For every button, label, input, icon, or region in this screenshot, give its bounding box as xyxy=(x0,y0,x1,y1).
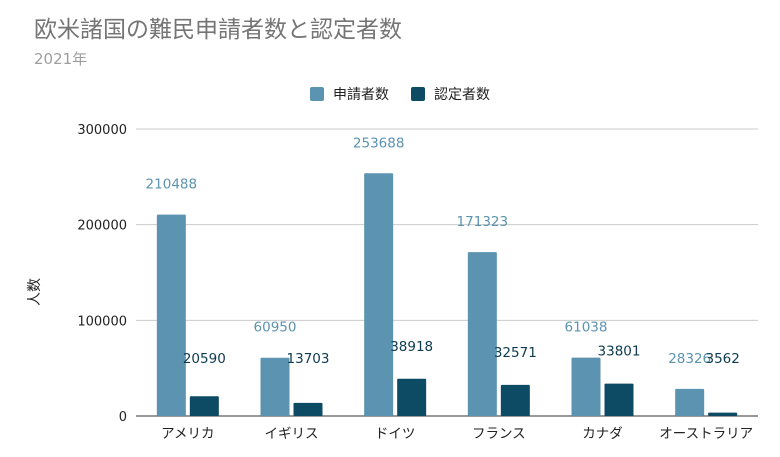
y-tick-label: 100000 xyxy=(77,314,127,329)
bar-applicants-1 xyxy=(260,357,290,416)
x-tick-label: イギリス xyxy=(265,426,319,442)
x-tick-label: ドイツ xyxy=(375,426,416,442)
legend-label-recognized: 認定者数 xyxy=(434,87,490,103)
bar-recognized-4 xyxy=(604,383,634,416)
legend: 申請者数 認定者数 xyxy=(0,84,780,104)
x-tick-label: オーストラリア xyxy=(659,426,753,442)
y-tick-label: 300000 xyxy=(77,123,127,138)
chart-subtitle: 2021年 xyxy=(34,50,88,68)
x-tick-label: カナダ xyxy=(582,426,623,442)
legend-label-applicants: 申請者数 xyxy=(333,87,389,103)
data-label-applicants: 28326 xyxy=(668,351,711,367)
bar-applicants-3 xyxy=(467,252,497,416)
x-tick-label: フランス xyxy=(472,426,526,442)
bar-recognized-5 xyxy=(708,412,738,416)
bar-recognized-0 xyxy=(189,396,219,416)
y-tick-label: 200000 xyxy=(77,219,127,234)
legend-item-applicants[interactable]: 申請者数 xyxy=(310,84,389,104)
data-label-recognized: 3562 xyxy=(705,351,739,367)
bar-recognized-2 xyxy=(397,378,427,416)
data-label-recognized: 38918 xyxy=(390,339,433,355)
data-label-applicants: 210488 xyxy=(146,177,198,193)
data-label-recognized: 20590 xyxy=(183,351,226,367)
bar-recognized-1 xyxy=(293,402,323,416)
data-label-applicants: 171323 xyxy=(457,214,509,230)
bar-applicants-5 xyxy=(675,388,705,416)
legend-item-recognized[interactable]: 認定者数 xyxy=(411,84,490,104)
x-tick-label: アメリカ xyxy=(161,426,214,442)
chart-title: 欧米諸国の難民申請者数と認定者数 xyxy=(34,17,402,43)
legend-swatch-applicants xyxy=(310,87,324,101)
y-tick-label: 0 xyxy=(119,410,127,425)
data-label-applicants: 60950 xyxy=(254,320,297,336)
data-label-recognized: 13703 xyxy=(287,351,330,367)
bar-applicants-0 xyxy=(156,214,186,416)
data-label-applicants: 253688 xyxy=(353,135,405,151)
legend-swatch-recognized xyxy=(411,87,425,101)
bar-applicants-4 xyxy=(571,357,601,416)
data-label-recognized: 33801 xyxy=(598,344,641,360)
data-label-recognized: 32571 xyxy=(494,345,537,361)
data-label-applicants: 61038 xyxy=(565,320,608,336)
bar-applicants-2 xyxy=(364,173,394,416)
bar-recognized-3 xyxy=(500,384,530,416)
